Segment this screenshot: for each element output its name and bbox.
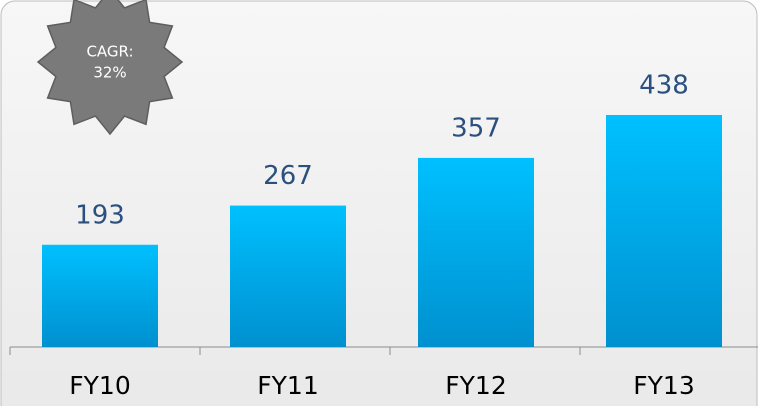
- x-tick-label: FY10: [69, 371, 130, 400]
- x-tick-label: FY12: [445, 371, 506, 400]
- bar: [606, 115, 722, 347]
- bar: [42, 244, 158, 347]
- annotation-badge: [36, 0, 184, 136]
- data-label: 193: [75, 200, 125, 230]
- x-tick-label: FY13: [633, 371, 694, 400]
- x-tick-label: FY11: [257, 371, 318, 400]
- annotation-text: CAGR:: [86, 43, 133, 61]
- data-label: 438: [639, 71, 689, 101]
- data-label: 357: [451, 113, 501, 143]
- data-label: 267: [263, 161, 313, 191]
- annotation-text: 32%: [93, 64, 126, 82]
- bar: [418, 157, 534, 347]
- bar: [230, 205, 346, 347]
